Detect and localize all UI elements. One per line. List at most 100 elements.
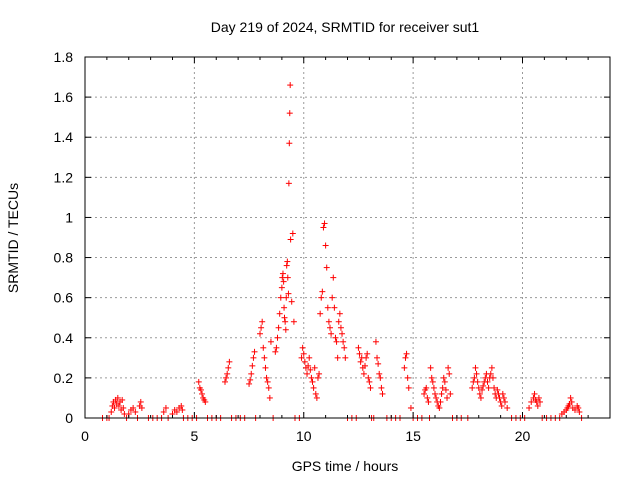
data-point — [130, 404, 137, 411]
data-point — [272, 348, 279, 355]
y-tick-label: 0 — [65, 410, 73, 426]
data-point — [285, 290, 292, 297]
data-point — [290, 318, 297, 325]
data-point — [222, 378, 228, 385]
data-point — [355, 344, 362, 351]
data-point — [377, 374, 384, 381]
data-point — [333, 338, 340, 345]
data-point — [363, 354, 370, 361]
ticks — [84, 56, 610, 419]
data-points — [99, 82, 585, 421]
y-tick-label: 1.8 — [54, 49, 74, 65]
data-point — [484, 378, 491, 385]
data-point — [281, 304, 288, 311]
data-point — [424, 394, 431, 401]
data-point — [442, 386, 449, 393]
data-point — [263, 374, 270, 381]
data-point — [267, 338, 274, 345]
data-point — [120, 404, 127, 411]
data-point — [473, 370, 480, 377]
data-point — [132, 408, 139, 415]
data-point — [572, 406, 578, 413]
x-axis-label: GPS time / hours — [292, 458, 399, 474]
data-point — [197, 386, 204, 393]
data-point — [314, 374, 321, 381]
x-tick-label: 15 — [405, 428, 421, 444]
data-point — [337, 324, 344, 331]
data-point — [502, 398, 508, 405]
data-point — [500, 394, 507, 401]
data-point — [304, 370, 311, 377]
data-point — [356, 350, 363, 357]
data-point — [114, 394, 121, 401]
data-point — [115, 402, 122, 409]
data-point — [313, 394, 320, 401]
data-point — [480, 382, 487, 389]
data-point — [375, 360, 382, 367]
data-point — [309, 378, 316, 385]
data-point — [327, 324, 333, 331]
data-point — [307, 366, 314, 373]
data-point — [279, 270, 286, 277]
x-tick-label: 10 — [296, 428, 312, 444]
data-point — [342, 354, 349, 361]
data-point — [266, 394, 273, 401]
data-point — [251, 348, 258, 355]
data-point — [332, 334, 339, 341]
data-point — [247, 376, 254, 383]
y-tick-label: 1.6 — [54, 89, 74, 105]
data-point — [436, 404, 443, 411]
data-point — [440, 374, 447, 381]
data-point — [318, 294, 325, 301]
data-point — [526, 404, 533, 411]
data-point — [287, 236, 294, 243]
data-point — [429, 378, 436, 385]
data-point — [476, 390, 483, 397]
data-point — [286, 110, 293, 117]
data-point — [289, 230, 296, 237]
data-point — [439, 384, 446, 391]
data-point — [407, 404, 414, 411]
data-point — [286, 140, 293, 147]
data-point — [444, 394, 451, 401]
data-point — [284, 274, 291, 281]
data-point — [472, 364, 479, 371]
y-tick-label: 1 — [65, 209, 73, 225]
data-point — [403, 350, 410, 357]
data-point — [285, 180, 292, 187]
data-point — [264, 378, 271, 385]
data-point — [325, 318, 332, 325]
data-point — [202, 398, 209, 405]
data-point — [405, 384, 412, 391]
data-point — [534, 402, 541, 409]
data-point — [301, 358, 308, 365]
data-point — [447, 390, 454, 397]
data-point — [423, 384, 430, 391]
data-point — [300, 350, 307, 357]
data-point — [421, 390, 428, 397]
data-point — [195, 378, 202, 385]
data-point — [568, 398, 575, 405]
y-tick-label: 0.6 — [54, 290, 74, 306]
data-point — [284, 258, 291, 265]
data-point — [528, 398, 535, 405]
data-point — [427, 364, 434, 371]
data-point — [305, 362, 312, 369]
data-point — [321, 220, 328, 227]
data-point — [223, 374, 230, 381]
data-point — [277, 294, 284, 301]
data-point — [249, 362, 256, 369]
data-point — [535, 394, 542, 401]
data-point — [137, 398, 144, 405]
data-point — [319, 288, 326, 295]
y-tick-label: 0.4 — [54, 330, 74, 346]
data-point — [173, 408, 180, 415]
data-point — [282, 326, 289, 333]
data-point — [404, 374, 411, 381]
data-point — [330, 274, 337, 281]
chart-title: Day 219 of 2024, SRMTID for receiver sut… — [211, 19, 480, 35]
data-point — [367, 384, 374, 391]
data-point — [336, 310, 343, 317]
data-point — [119, 396, 126, 403]
